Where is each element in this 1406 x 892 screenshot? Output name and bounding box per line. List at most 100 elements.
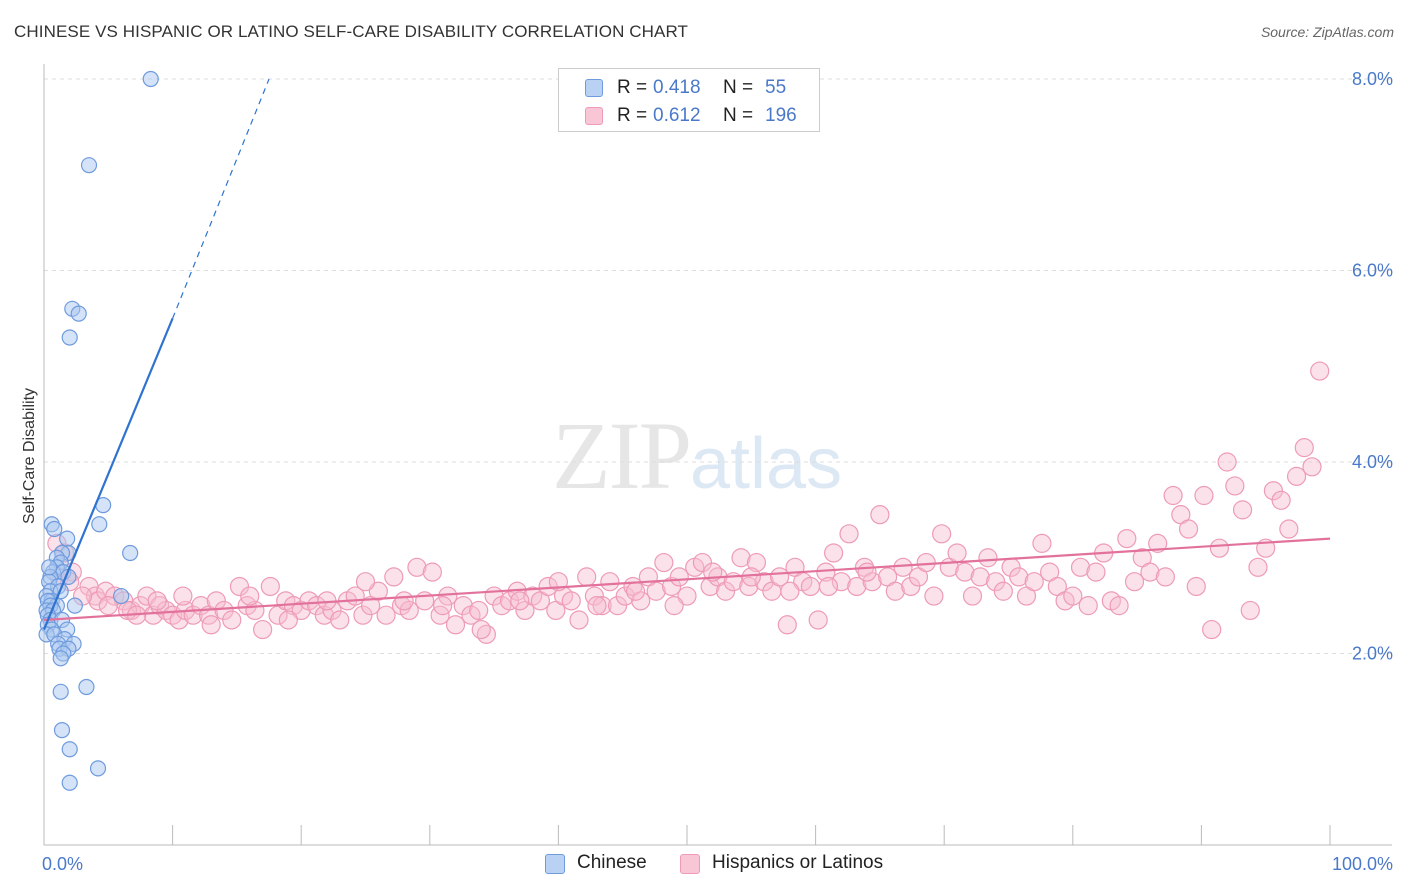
hispanic-point — [1163, 485, 1183, 506]
hispanic-point — [368, 581, 388, 601]
hispanic-point — [307, 596, 327, 616]
hispanic-point — [831, 572, 851, 592]
chinese-point — [61, 774, 78, 791]
hispanic-point — [1186, 576, 1206, 597]
y-tick-label: 2.0% — [1352, 644, 1393, 664]
hispanic-point — [600, 572, 620, 592]
hispanic-point — [1240, 600, 1260, 621]
hispanic-point — [1225, 476, 1245, 496]
chinese-point — [41, 559, 58, 576]
hispanic-point — [754, 572, 774, 592]
hispanic-point — [469, 600, 489, 621]
hispanic-point — [1209, 538, 1230, 558]
hispanic-point — [1063, 586, 1083, 606]
chinese-point — [46, 520, 63, 538]
hispanic-point — [1279, 519, 1299, 539]
chinese-point — [52, 683, 69, 700]
n-value: 196 — [765, 105, 797, 126]
chinese-point — [91, 516, 108, 533]
hispanic-point — [399, 600, 419, 621]
hispanic-point — [607, 596, 628, 616]
hispanic-point — [800, 576, 821, 597]
hispanic-point — [407, 557, 427, 577]
hispanic-point — [1155, 567, 1175, 587]
hispanic-point — [818, 576, 839, 597]
hispanic-point — [924, 586, 944, 606]
y-axis-label: Self-Care Disability — [21, 388, 38, 524]
hispanic-point — [577, 567, 597, 587]
hispanic-point — [147, 591, 167, 611]
hispanic-point — [1232, 500, 1253, 520]
hispanic-point — [661, 576, 682, 597]
hispanic-point — [615, 586, 635, 606]
hispanic-point — [222, 610, 242, 630]
chinese-point — [53, 721, 71, 739]
hispanic-point — [1070, 557, 1091, 577]
chinese-swatch — [545, 854, 565, 874]
n-label: N = — [723, 105, 754, 126]
hispanic-point — [1178, 519, 1199, 539]
hispanic-point — [376, 605, 396, 625]
hispanic-point — [592, 596, 612, 616]
hispanic-trendline — [43, 537, 1331, 622]
hispanic-point — [993, 581, 1013, 601]
hispanic-point — [355, 572, 376, 592]
hispanic-point — [433, 596, 453, 616]
r-label: R = — [617, 105, 648, 126]
hispanic-point — [862, 572, 882, 592]
hispanic-point — [445, 615, 466, 635]
hispanic-point — [1271, 490, 1291, 510]
hispanic-point — [916, 552, 936, 573]
x-tick-label: 0.0% — [42, 854, 83, 874]
axes — [43, 64, 1392, 846]
hispanic-point — [625, 581, 646, 601]
r-value: 0.418 — [653, 77, 701, 98]
hispanic-point — [1117, 528, 1137, 549]
hispanic-point — [471, 619, 491, 640]
chinese-swatch — [585, 79, 603, 97]
hispanic-point — [970, 567, 990, 587]
r-value: 0.612 — [653, 105, 701, 126]
chinese-trendline — [42, 317, 174, 630]
chinese-points — [38, 70, 159, 791]
hispanic-point — [715, 581, 736, 601]
hispanic-point — [1294, 438, 1314, 458]
chinese-point — [70, 305, 87, 322]
hispanic-point — [201, 615, 221, 635]
hispanic-point — [893, 557, 913, 577]
hispanic-point — [932, 524, 952, 544]
watermark-atlas: atlas — [690, 424, 843, 504]
legend-row-hispanic: R = 0.612 N = 196 — [559, 101, 819, 129]
hispanic-point — [1248, 557, 1268, 577]
chinese-point — [61, 741, 78, 758]
hispanic-point — [741, 567, 761, 587]
hispanic-point — [1109, 596, 1129, 616]
hispanic-point — [587, 596, 607, 616]
hispanic-point — [1217, 452, 1237, 472]
zipatlas-watermark: ZIPatlas — [552, 400, 842, 511]
tick-labels: 2.0% 4.0% 6.0% 8.0% 0.0% 100.0% — [42, 69, 1393, 874]
hispanic-point — [631, 591, 651, 611]
legend-label-hispanic: Hispanics or Latinos — [712, 852, 884, 873]
hispanic-point — [1009, 567, 1029, 587]
y-tick-label: 4.0% — [1352, 452, 1393, 472]
n-label: N = — [723, 77, 754, 98]
hispanic-point — [669, 567, 689, 587]
chinese-point — [61, 329, 78, 346]
hispanic-point — [1302, 457, 1322, 477]
hispanic-swatch — [585, 107, 603, 125]
hispanic-point — [1286, 466, 1307, 486]
hispanic-point — [278, 610, 298, 630]
hispanic-point — [777, 615, 797, 635]
hispanic-point — [955, 562, 975, 582]
hispanic-point — [885, 581, 905, 601]
hispanic-point — [240, 586, 260, 606]
chinese-point — [113, 587, 130, 605]
y-tick-label: 8.0% — [1352, 69, 1393, 89]
chinese-point — [80, 157, 98, 174]
hispanic-point — [1263, 481, 1284, 501]
chinese-point — [122, 544, 139, 562]
chinese-point — [59, 530, 76, 547]
correlation-legend: R = 0.418 N = 55 R = 0.612 N = 196 — [558, 68, 820, 132]
hispanic-point — [824, 543, 844, 563]
